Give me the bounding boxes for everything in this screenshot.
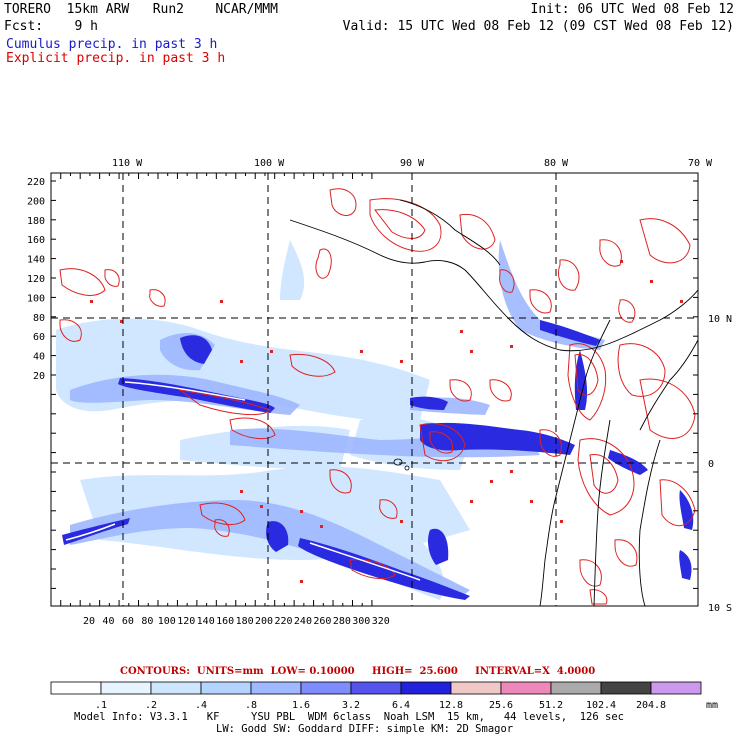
y-grid-label: 220 xyxy=(27,177,45,188)
x-grid-label: 260 xyxy=(313,616,331,627)
y-grid-label: 140 xyxy=(27,255,45,266)
y-grid-label: 180 xyxy=(27,216,45,227)
colorbar-label: 6.4 xyxy=(392,700,410,711)
x-grid-label: 220 xyxy=(274,616,292,627)
colorbar-swatch xyxy=(450,681,502,695)
x-grid-label: 140 xyxy=(197,616,215,627)
lat-label: 0 xyxy=(708,459,714,470)
header-init-time: Init: 06 UTC Wed 08 Feb 12 xyxy=(530,2,735,17)
colorbar-label: .1 xyxy=(95,700,107,711)
y-grid-label: 100 xyxy=(27,293,45,304)
x-grid-label: 300 xyxy=(352,616,370,627)
colorbar-swatch xyxy=(550,681,602,695)
header-valid-time: Valid: 15 UTC Wed 08 Feb 12 (09 CST Wed … xyxy=(342,19,734,34)
x-grid-label: 320 xyxy=(372,616,390,627)
header-forecast-hour: Fcst: 9 h xyxy=(4,19,98,34)
colorbar-swatch xyxy=(400,681,452,695)
x-grid-label: 80 xyxy=(141,616,153,627)
x-grid-label: 100 xyxy=(158,616,176,627)
x-grid-label: 180 xyxy=(236,616,254,627)
colorbar-unit: mm xyxy=(706,700,718,711)
y-grid-label: 20 xyxy=(33,371,45,382)
header-line1-left: TORERO 15km ARW Run2 NCAR/MMM xyxy=(4,2,278,17)
colorbar-swatch xyxy=(200,681,252,695)
colorbar-label: .4 xyxy=(195,700,207,711)
lon-label: 70 W xyxy=(688,158,713,169)
x-grid-label: 240 xyxy=(294,616,312,627)
x-grid-label: 160 xyxy=(216,616,234,627)
lat-label: 10 S xyxy=(708,603,732,614)
x-grid-label: 200 xyxy=(255,616,273,627)
colorbar-label: .8 xyxy=(245,700,257,711)
x-grid-label: 20 xyxy=(83,616,95,627)
x-grid-label: 60 xyxy=(122,616,134,627)
colorbar-swatch xyxy=(50,681,102,695)
colorbar-label: 12.8 xyxy=(439,700,463,711)
x-grid-label: 40 xyxy=(102,616,114,627)
colorbar-label: 102.4 xyxy=(586,700,616,711)
precip-field xyxy=(56,188,698,606)
colorbar-swatch xyxy=(500,681,552,695)
y-grid-label: 200 xyxy=(27,196,45,207)
lon-label: 90 W xyxy=(400,158,425,169)
y-grid-label: 120 xyxy=(27,274,45,285)
model-info-line1: Model Info: V3.3.1 KF YSU PBL WDM 6class… xyxy=(74,711,624,723)
y-grid-label: 40 xyxy=(33,352,45,363)
lon-label: 80 W xyxy=(544,158,569,169)
colorbar-swatch xyxy=(350,681,402,695)
lon-label: 100 W xyxy=(254,158,285,169)
contour-info: CONTOURS: UNITS=mm LOW= 0.10000 HIGH= 25… xyxy=(120,666,596,677)
x-grid-label: 280 xyxy=(333,616,351,627)
lon-label: 110 W xyxy=(112,158,143,169)
colorbar-swatch xyxy=(650,681,702,695)
y-grid-label: 60 xyxy=(33,332,45,343)
colorbar-label: 51.2 xyxy=(539,700,563,711)
legend-explicit: Explicit precip. in past 3 h xyxy=(6,51,226,66)
colorbar-swatch xyxy=(150,681,202,695)
lat-label: 10 N xyxy=(708,314,732,325)
colorbar-label: 1.6 xyxy=(292,700,310,711)
x-grid-label: 120 xyxy=(177,616,195,627)
colorbar-swatch xyxy=(100,681,152,695)
y-grid-label: 160 xyxy=(27,235,45,246)
legend-cumulus: Cumulus precip. in past 3 h xyxy=(6,37,218,52)
colorbar-swatch xyxy=(300,681,352,695)
map-frame xyxy=(50,172,699,607)
y-grid-label: 80 xyxy=(33,313,45,324)
colorbar-label: 25.6 xyxy=(489,700,513,711)
colorbar-swatch xyxy=(600,681,652,695)
colorbar-swatch xyxy=(250,681,302,695)
colorbar-label: 3.2 xyxy=(342,700,360,711)
colorbar-label: .2 xyxy=(145,700,157,711)
lat-lon-grid xyxy=(51,173,698,606)
model-info-line2: LW: Godd SW: Goddard DIFF: simple KM: 2D… xyxy=(216,723,514,735)
colorbar-label: 204.8 xyxy=(636,700,666,711)
colorbar: .1.2.4.8 1.6 3.2 6.4 12.8 25.6 51.2 102.4 204.8 … xyxy=(50,681,718,711)
